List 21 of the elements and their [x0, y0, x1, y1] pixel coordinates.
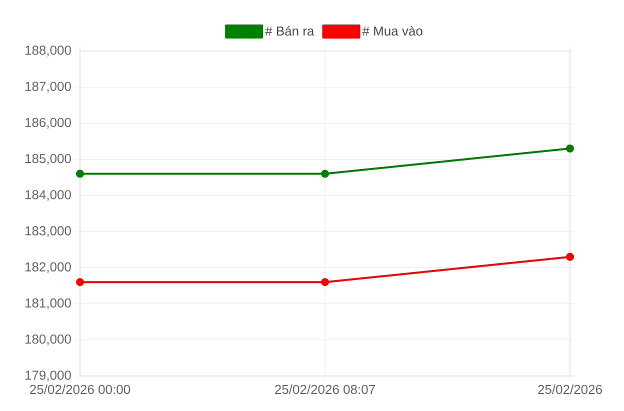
point	[76, 170, 84, 178]
y-tick-label: 182,000	[25, 262, 71, 274]
point	[566, 144, 574, 152]
y-tick-label: 187,000	[25, 82, 71, 92]
legend-label: # Bán ra	[265, 26, 314, 36]
point	[321, 170, 329, 178]
point	[321, 278, 329, 286]
legend-label: # Mua vào	[362, 26, 422, 36]
point	[76, 278, 84, 286]
y-tick-label: 181,000	[25, 298, 71, 310]
x-tick-label: 25/02/2026	[538, 384, 602, 394]
y-tick-label: 186,000	[25, 118, 71, 129]
y-tick-label: 185,000	[25, 154, 71, 165]
x-tick-label: 25/02/2026 08:07	[275, 384, 375, 394]
x-tick-label: 25/02/2026 00:00	[30, 384, 130, 394]
y-tick-label: 183,000	[25, 226, 71, 237]
y-tick-label: 184,000	[25, 190, 71, 201]
y-tick-label: 188,000	[25, 46, 71, 56]
y-tick-label: 180,000	[25, 334, 71, 346]
y-tick-label: 179,000	[25, 370, 71, 382]
point	[566, 252, 574, 261]
